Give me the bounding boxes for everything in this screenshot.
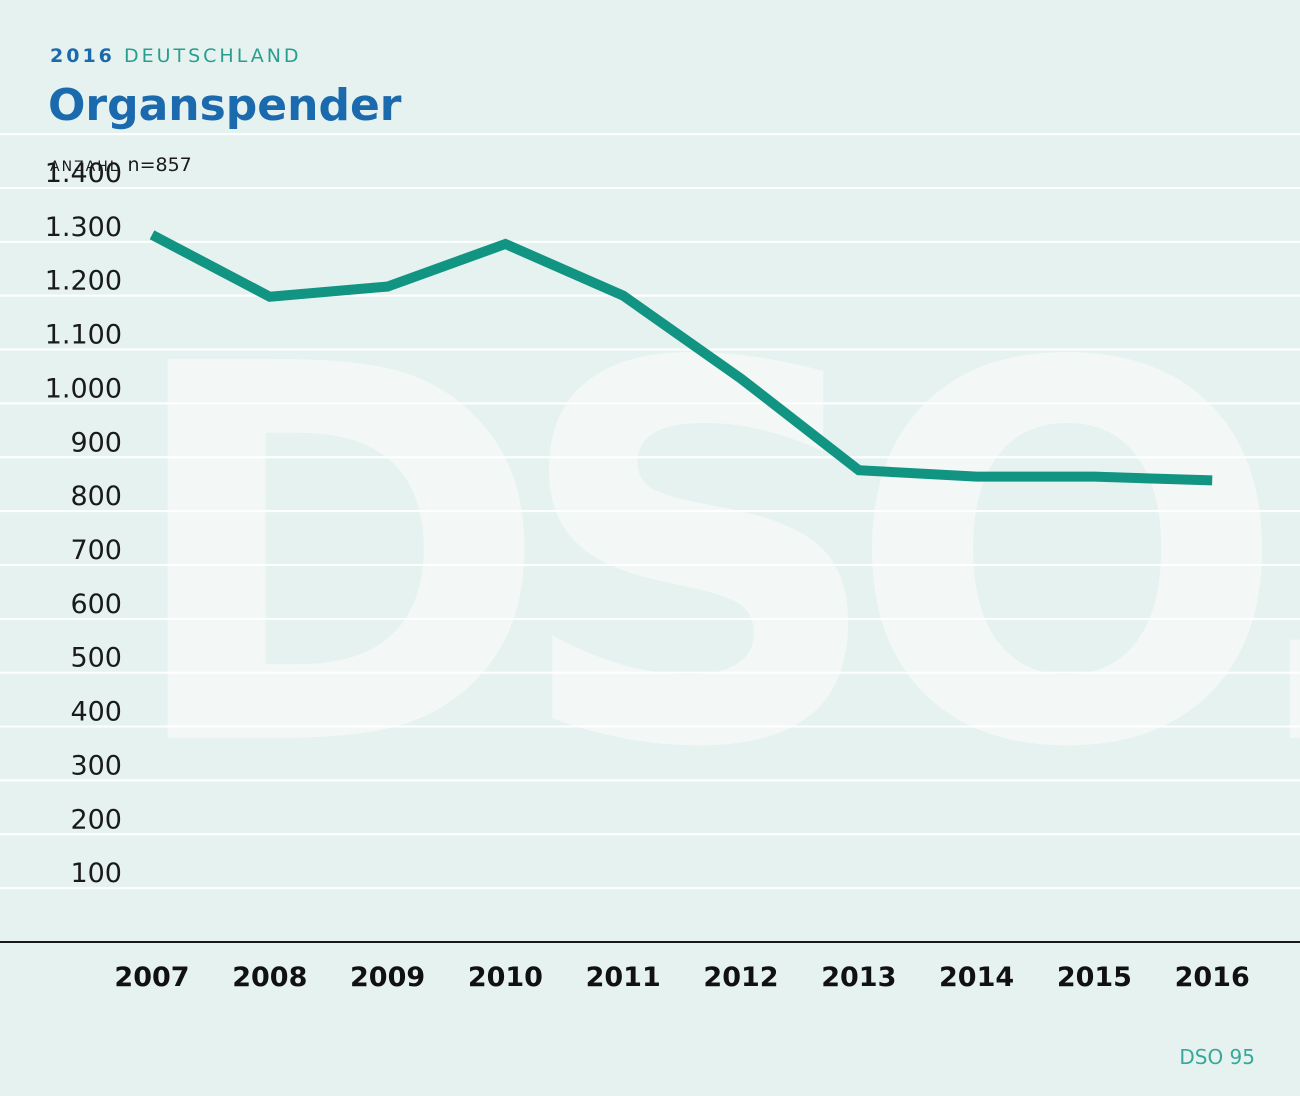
x-tick-label: 2013 bbox=[821, 962, 896, 993]
x-tick-label: 2010 bbox=[468, 962, 543, 993]
x-tick-label: 2014 bbox=[939, 962, 1014, 993]
kicker-year: 2016 bbox=[50, 45, 115, 67]
y-tick-label: 1.100 bbox=[45, 320, 122, 351]
x-tick-label: 2016 bbox=[1175, 962, 1250, 993]
y-tick-label: 800 bbox=[70, 481, 122, 512]
x-tick-label: 2007 bbox=[114, 962, 189, 993]
y-tick-label: 1.200 bbox=[45, 266, 122, 297]
y-tick-label: 600 bbox=[70, 589, 122, 620]
x-tick-label: 2012 bbox=[703, 962, 778, 993]
dso-watermark: DSO. bbox=[120, 255, 1300, 861]
gridlines bbox=[0, 133, 1300, 890]
chart-title: Organspender bbox=[48, 80, 402, 131]
series-layer bbox=[149, 230, 1213, 486]
source-label: DSO 95 bbox=[1179, 1045, 1255, 1069]
x-axis: 2007 2008 2009 2010 2011 2012 2013 2014 2015 2016 bbox=[0, 941, 1300, 993]
y-tick-label: 900 bbox=[70, 427, 122, 458]
y-tick-label: 300 bbox=[70, 750, 122, 781]
x-tick-label: 2008 bbox=[232, 962, 307, 993]
watermark-text: DSO. bbox=[120, 255, 1300, 861]
unit-note: ANZAHL n=857 bbox=[50, 154, 192, 176]
y-tick-label: 200 bbox=[70, 804, 122, 835]
kicker-country: DEUTSCHLAND bbox=[123, 45, 302, 67]
y-tick-label: 500 bbox=[70, 643, 122, 674]
x-tick-label: 2015 bbox=[1057, 962, 1132, 993]
sample-size: n=857 bbox=[127, 154, 192, 176]
y-tick-label: 400 bbox=[70, 697, 122, 728]
chart-kicker: 2016 DEUTSCHLAND bbox=[50, 45, 302, 67]
x-tick-label: 2011 bbox=[586, 962, 661, 993]
y-tick-label: 1.400 bbox=[45, 158, 122, 189]
x-tick-label: 2009 bbox=[350, 962, 425, 993]
y-tick-label: 100 bbox=[70, 858, 122, 889]
y-tick-label: 1.000 bbox=[45, 373, 122, 404]
y-tick-label: 700 bbox=[70, 535, 122, 566]
y-tick-label: 1.300 bbox=[45, 212, 122, 243]
unit-label: ANZAHL bbox=[50, 159, 120, 175]
series-line bbox=[149, 230, 1213, 486]
y-axis: 100 200 300 400 500 600 700 800 900 1.000 1.100 1.2… bbox=[45, 158, 122, 889]
